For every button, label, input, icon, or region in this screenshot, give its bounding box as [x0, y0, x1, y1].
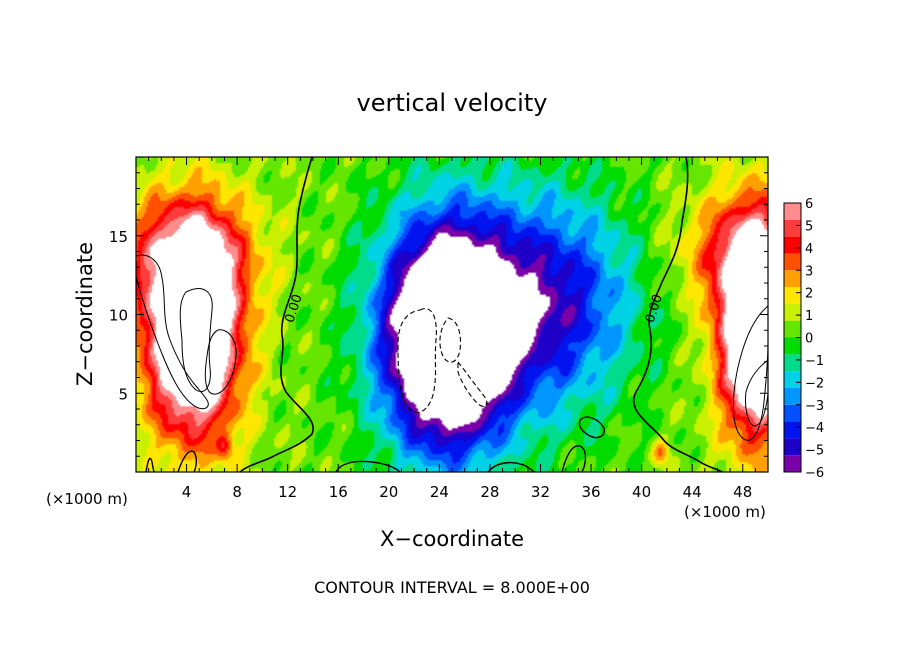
colorbar-labels: 6 5 4 3 2 1 0 −1 −2 −3 −4 −5 −6: [805, 197, 824, 481]
colorbar-swatch: [784, 270, 801, 288]
zero-contour-right: [633, 157, 723, 472]
x-tick-label: 24: [430, 483, 449, 501]
colorbar-swatch: [784, 387, 801, 405]
positive-contour: [204, 329, 237, 395]
positive-contour: [136, 254, 209, 410]
x-unit-right: (×1000 m): [684, 503, 766, 521]
colorbar-swatch: [784, 203, 801, 220]
y-tick-label: 15: [109, 228, 128, 246]
contour-lines: 0.00 0.00: [136, 157, 768, 472]
colorbar-swatch: [784, 455, 801, 472]
contour-interval-note: CONTOUR INTERVAL = 8.000E+00: [314, 578, 590, 597]
chart-title: vertical velocity: [357, 89, 548, 117]
colorbar-swatch: [784, 438, 801, 456]
colorbar-swatch: [784, 404, 801, 422]
colorbar-label: −4: [805, 421, 824, 436]
colorbar-label: 0: [805, 332, 813, 347]
colorbar-label: 2: [805, 287, 813, 302]
zero-contour-bottom: [145, 457, 155, 472]
zero-contour-bottom: [561, 445, 587, 472]
colorbar-label: 6: [805, 197, 813, 212]
colorbar-label: −2: [805, 376, 824, 391]
colorbar-swatch: [784, 236, 801, 254]
x-axis-label: X−coordinate: [380, 527, 524, 551]
x-tick-label: 48: [733, 483, 752, 501]
colorbar-label: 5: [805, 219, 813, 234]
zero-contour-left: [239, 157, 314, 472]
x-tick-label: 20: [379, 483, 398, 501]
y-axis-label: Z−coordinate: [73, 242, 97, 386]
colorbar-label: −3: [805, 399, 824, 414]
x-tick-labels: 4 8 12 16 20 24 28 32 36 40 44 48: [182, 483, 752, 501]
x-tick-label: 8: [232, 483, 242, 501]
colorbar: [783, 202, 802, 473]
negative-contour: [439, 317, 462, 363]
negative-contour: [397, 308, 437, 414]
x-tick-label: 28: [480, 483, 499, 501]
velocity-field: [136, 157, 768, 472]
x-tick-label: 44: [683, 483, 702, 501]
colorbar-label: 3: [805, 264, 813, 279]
x-tick-label: 32: [531, 483, 550, 501]
colorbar-swatch: [784, 219, 801, 237]
colorbar-label: −6: [805, 466, 824, 481]
x-tick-label: 40: [632, 483, 651, 501]
colorbar-swatch: [784, 303, 801, 321]
x-tick-label: 4: [182, 483, 192, 501]
colorbar-label: 4: [805, 242, 813, 257]
plot-area: 0.00 0.00: [135, 156, 769, 473]
colorbar-swatch: [784, 253, 801, 271]
x-unit-left: (×1000 m): [46, 490, 128, 508]
colorbar-swatch: [784, 337, 801, 355]
x-tick-label: 16: [329, 483, 348, 501]
axis-ticks: [136, 157, 768, 472]
positive-contour: [733, 305, 768, 441]
positive-contour: [745, 359, 768, 427]
x-tick-label: 36: [581, 483, 600, 501]
colorbar-label: −1: [805, 354, 824, 369]
colorbar-swatch: [784, 371, 801, 388]
x-tick-label: 12: [278, 483, 297, 501]
colorbar-swatch: [784, 421, 801, 439]
negative-contour: [457, 360, 488, 407]
colorbar-label: −5: [805, 444, 824, 459]
y-tick-label: 10: [109, 307, 128, 325]
y-tick-labels: 5 10 15: [109, 228, 128, 404]
positive-contour: [179, 288, 213, 392]
zero-contour-bottom: [578, 416, 605, 439]
zero-contour-bottom: [177, 450, 197, 472]
colorbar-swatch: [784, 287, 801, 304]
y-tick-label: 5: [118, 385, 128, 403]
colorbar-label: 1: [805, 309, 813, 324]
colorbar-swatch: [784, 354, 801, 372]
colorbar-swatch: [784, 320, 801, 338]
zero-contour-bottom: [335, 460, 401, 472]
